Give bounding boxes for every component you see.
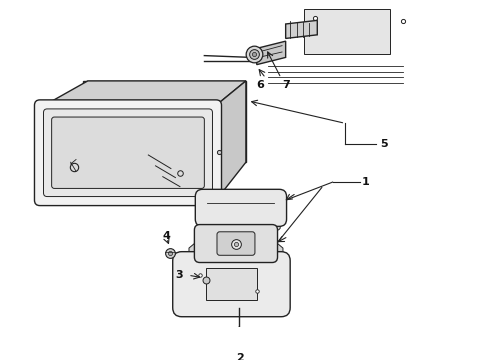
Polygon shape xyxy=(91,88,239,155)
FancyBboxPatch shape xyxy=(196,189,287,226)
Text: 7: 7 xyxy=(282,80,290,90)
FancyBboxPatch shape xyxy=(34,100,221,206)
Text: 4: 4 xyxy=(163,231,171,241)
Text: 5: 5 xyxy=(381,139,388,149)
Text: 2: 2 xyxy=(237,353,245,360)
Polygon shape xyxy=(286,21,318,39)
Polygon shape xyxy=(272,239,283,260)
Text: 6: 6 xyxy=(256,80,264,90)
Polygon shape xyxy=(45,81,246,105)
Bar xyxy=(206,268,257,301)
Polygon shape xyxy=(216,81,246,200)
FancyBboxPatch shape xyxy=(51,117,204,188)
FancyBboxPatch shape xyxy=(44,109,213,197)
Text: 1: 1 xyxy=(362,177,369,187)
FancyBboxPatch shape xyxy=(172,252,290,317)
FancyBboxPatch shape xyxy=(201,216,280,230)
Polygon shape xyxy=(257,41,286,65)
Polygon shape xyxy=(189,239,200,260)
FancyBboxPatch shape xyxy=(217,232,255,255)
Text: 3: 3 xyxy=(175,270,183,280)
Polygon shape xyxy=(83,81,246,162)
Polygon shape xyxy=(304,9,390,54)
FancyBboxPatch shape xyxy=(195,225,277,262)
